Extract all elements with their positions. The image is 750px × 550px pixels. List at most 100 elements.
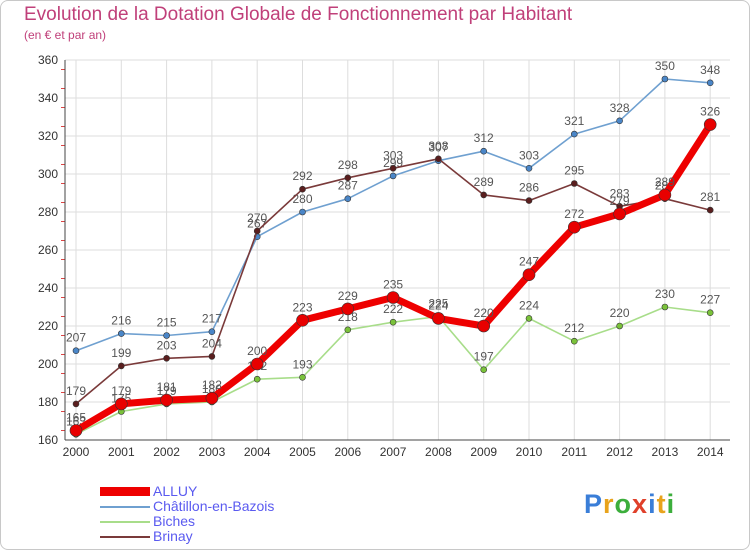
- data-point: [480, 147, 488, 155]
- x-tick-label: 2005: [289, 445, 316, 459]
- data-point: [299, 185, 306, 193]
- data-label: 220: [610, 306, 630, 320]
- data-label: 303: [383, 148, 403, 162]
- legend-label: Brinay: [153, 528, 193, 544]
- data-point: [72, 400, 80, 408]
- data-label: 212: [564, 321, 584, 335]
- data-label: 207: [66, 331, 86, 345]
- data-label: 216: [111, 314, 131, 328]
- data-point: [570, 180, 578, 187]
- y-tick-label: 320: [38, 129, 58, 143]
- legend-label: Biches: [153, 513, 196, 529]
- data-point: [296, 313, 309, 327]
- legend-label: Châtillon-en-Bazois: [153, 498, 275, 514]
- data-label: 289: [474, 175, 494, 189]
- data-label: 280: [292, 192, 312, 206]
- data-label: 225: [428, 297, 448, 311]
- data-point: [435, 155, 442, 163]
- data-point: [253, 227, 261, 235]
- data-point: [389, 318, 397, 326]
- y-tick-label: 220: [38, 319, 58, 333]
- data-label: 220: [474, 306, 494, 320]
- legend-swatch: [100, 535, 150, 538]
- data-point: [480, 366, 488, 374]
- data-label: 270: [247, 211, 267, 225]
- data-label: 328: [610, 101, 630, 115]
- data-point: [703, 118, 717, 131]
- data-point: [160, 393, 173, 407]
- logo-letter: x: [632, 489, 649, 519]
- data-point: [299, 373, 306, 381]
- data-point: [613, 207, 626, 221]
- data-label: 165: [66, 411, 86, 425]
- legend: ALLUY Châtillon-en-Bazois Biches Brinay: [100, 483, 360, 544]
- data-label: 283: [610, 186, 630, 200]
- data-label: 292: [292, 169, 312, 183]
- x-tick-label: 2003: [199, 445, 226, 459]
- legend-item: Châtillon-en-Bazois: [100, 498, 360, 514]
- data-point: [250, 357, 264, 371]
- data-label: 199: [111, 346, 131, 360]
- data-label: 348: [700, 63, 720, 77]
- data-point: [658, 188, 672, 202]
- data-point: [205, 391, 219, 405]
- data-point: [389, 165, 397, 172]
- data-point: [706, 309, 714, 317]
- data-label: 227: [700, 293, 720, 307]
- data-point: [706, 79, 714, 87]
- data-label: 281: [700, 190, 720, 204]
- data-point: [72, 347, 80, 355]
- data-label: 179: [66, 384, 86, 398]
- logo-letter: P: [584, 489, 604, 519]
- data-point: [616, 322, 623, 330]
- legend-label: ALLUY: [153, 483, 198, 499]
- data-point: [616, 117, 623, 125]
- y-tick-label: 260: [38, 243, 58, 257]
- x-tick-label: 2012: [606, 445, 633, 459]
- proxiti-logo: Proxiti: [584, 489, 675, 520]
- legend-item: Brinay: [100, 528, 360, 544]
- data-label: 350: [655, 59, 675, 73]
- y-tick-label: 240: [38, 281, 58, 295]
- data-label: 321: [564, 114, 584, 128]
- logo-letter: i: [666, 489, 676, 519]
- data-label: 222: [383, 302, 403, 316]
- data-point: [208, 328, 216, 336]
- chart-subtitle: (en € et par an): [24, 28, 107, 42]
- data-label: 200: [247, 344, 267, 358]
- data-point: [115, 397, 128, 411]
- y-tick-label: 180: [38, 395, 58, 409]
- y-tick-label: 300: [38, 167, 58, 181]
- data-label: 298: [338, 158, 358, 172]
- data-label: 303: [519, 148, 539, 162]
- data-label: 182: [202, 378, 222, 392]
- data-point: [163, 332, 170, 339]
- data-point: [208, 353, 216, 360]
- x-tick-label: 2006: [334, 445, 361, 459]
- data-label: 326: [700, 105, 720, 119]
- data-point: [344, 174, 352, 182]
- data-label: 197: [474, 350, 494, 364]
- data-point: [344, 326, 352, 334]
- data-point: [706, 206, 714, 214]
- x-tick-label: 2004: [244, 445, 271, 459]
- data-point: [118, 362, 125, 370]
- data-point: [118, 330, 125, 337]
- data-point: [661, 303, 669, 311]
- data-label: 279: [610, 194, 630, 208]
- data-label: 312: [474, 131, 494, 145]
- data-label: 193: [292, 357, 312, 371]
- data-point: [344, 195, 352, 202]
- y-tick-label: 280: [38, 205, 58, 219]
- data-label: 287: [338, 179, 358, 193]
- data-label: 286: [519, 181, 539, 195]
- x-tick-label: 2013: [652, 445, 679, 459]
- x-tick-label: 2014: [697, 445, 724, 459]
- data-label: 229: [338, 289, 358, 303]
- data-point: [389, 172, 397, 180]
- logo-letter: o: [614, 489, 633, 519]
